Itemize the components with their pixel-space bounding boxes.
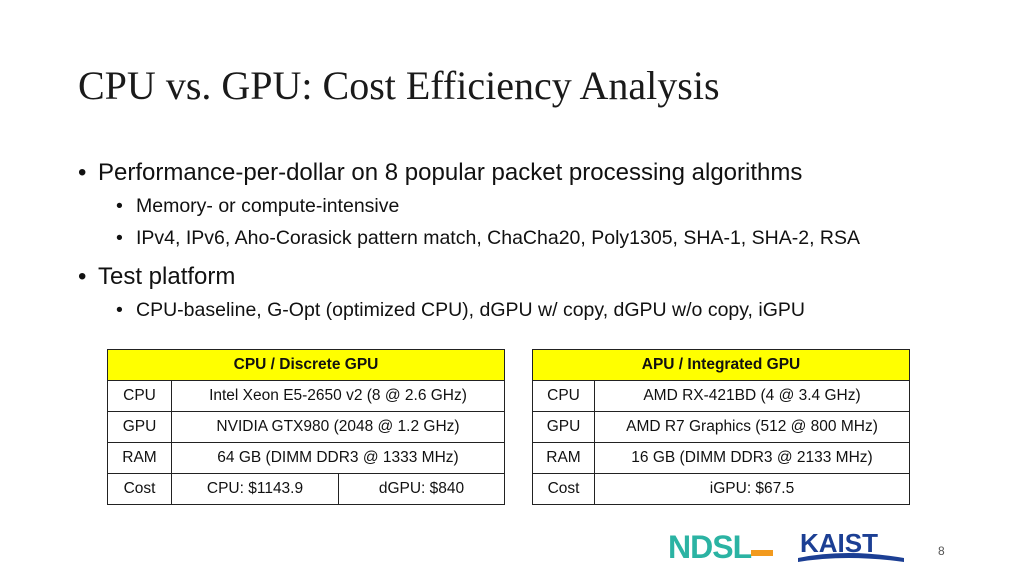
igpu-cost: iGPU: $67.5 [594, 473, 910, 505]
page-number: 8 [938, 544, 945, 558]
svg-text:NDSL: NDSL [668, 529, 752, 564]
bullet-list: • Performance-per-dollar on 8 popular pa… [78, 156, 1008, 326]
table-header: CPU / Discrete GPU [107, 349, 505, 381]
bullet-test-platform: • Test platform [78, 260, 1008, 294]
row-label: CPU [107, 380, 172, 412]
kaist-logo: KAIST [798, 528, 904, 562]
sub-bullet-text: CPU-baseline, G-Opt (optimized CPU), dGP… [136, 299, 805, 321]
row-label: CPU [532, 380, 595, 412]
gpu-spec: NVIDIA GTX980 (2048 @ 1.2 GHz) [171, 411, 505, 443]
bullet-dot: • [116, 299, 123, 321]
cpu-cost: CPU: $1143.9 [171, 473, 339, 505]
sub-bullet-platforms: • CPU-baseline, G-Opt (optimized CPU), d… [78, 294, 1008, 326]
table-row: Cost iGPU: $67.5 [532, 473, 910, 505]
row-label: RAM [107, 442, 172, 474]
ram-spec: 64 GB (DIMM DDR3 @ 1333 MHz) [171, 442, 505, 474]
bullet-text: Performance-per-dollar on 8 popular pack… [98, 159, 803, 186]
sub-bullet-algorithms: • IPv4, IPv6, Aho-Corasick pattern match… [78, 222, 1008, 254]
gpu-cost: dGPU: $840 [338, 473, 505, 505]
row-label: RAM [532, 442, 595, 474]
slide-title: CPU vs. GPU: Cost Efficiency Analysis [78, 63, 720, 108]
table-row: RAM 64 GB (DIMM DDR3 @ 1333 MHz) [107, 442, 505, 474]
bullet-performance: • Performance-per-dollar on 8 popular pa… [78, 156, 1008, 190]
row-label: Cost [532, 473, 595, 505]
bullet-dot: • [78, 263, 87, 290]
table-row: RAM 16 GB (DIMM DDR3 @ 2133 MHz) [532, 442, 910, 474]
bullet-dot: • [78, 159, 87, 186]
row-label: GPU [107, 411, 172, 443]
cpu-spec: AMD RX-421BD (4 @ 3.4 GHz) [594, 380, 910, 412]
ram-spec: 16 GB (DIMM DDR3 @ 2133 MHz) [594, 442, 910, 474]
gpu-spec: AMD R7 Graphics (512 @ 800 MHz) [594, 411, 910, 443]
sub-bullet-text: Memory- or compute-intensive [136, 195, 400, 217]
table-row: GPU AMD R7 Graphics (512 @ 800 MHz) [532, 411, 910, 443]
table-row: GPU NVIDIA GTX980 (2048 @ 1.2 GHz) [107, 411, 505, 443]
sub-bullet-text: IPv4, IPv6, Aho-Corasick pattern match, … [136, 227, 861, 249]
bullet-dot: • [116, 227, 123, 249]
integrated-gpu-table: APU / Integrated GPU CPU AMD RX-421BD (4… [532, 349, 910, 505]
table-header: APU / Integrated GPU [532, 349, 910, 381]
cpu-spec: Intel Xeon E5-2650 v2 (8 @ 2.6 GHz) [171, 380, 505, 412]
row-label: Cost [107, 473, 172, 505]
table-row: CPU Intel Xeon E5-2650 v2 (8 @ 2.6 GHz) [107, 380, 505, 412]
sub-bullet-memory: • Memory- or compute-intensive [78, 190, 1008, 222]
bullet-dot: • [116, 195, 123, 217]
table-row: CPU AMD RX-421BD (4 @ 3.4 GHz) [532, 380, 910, 412]
bullet-text: Test platform [98, 263, 236, 290]
logos: NDSL KAIST [668, 528, 904, 564]
discrete-gpu-table: CPU / Discrete GPU CPU Intel Xeon E5-265… [107, 349, 505, 505]
table-row: Cost CPU: $1143.9 dGPU: $840 [107, 473, 505, 505]
svg-text:KAIST: KAIST [800, 528, 878, 558]
row-label: GPU [532, 411, 595, 443]
ndsl-logo: NDSL [668, 529, 773, 564]
